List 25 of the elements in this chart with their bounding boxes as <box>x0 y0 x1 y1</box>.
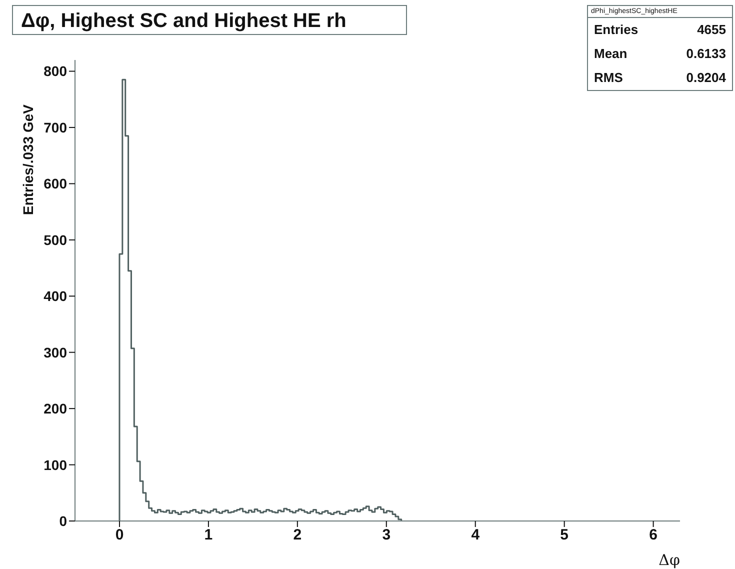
x-tick-label: 1 <box>204 526 213 544</box>
y-tick-label: 300 <box>44 344 68 360</box>
y-tick-label: 700 <box>44 119 68 136</box>
y-axis-title: Entries/.033 GeV <box>20 104 36 215</box>
annotation: Mean <box>594 45 628 63</box>
x-tick-label: 2 <box>293 526 302 544</box>
y-tick-label: 200 <box>44 400 68 417</box>
y-tick-label: 500 <box>44 232 68 248</box>
x-axis-title: Δφ <box>658 551 680 569</box>
annotation: RMS <box>594 69 623 87</box>
text: 0.9204 <box>686 69 726 87</box>
text: 0.6133 <box>686 45 726 63</box>
y-tick-label: 600 <box>44 176 68 192</box>
x-tick-label: 5 <box>560 526 569 544</box>
y-tick-label: 0 <box>59 512 68 529</box>
chart-title: Δφ, Highest SC and Highest HE rh <box>12 5 407 35</box>
text: Entries <box>594 21 638 39</box>
x-tick-label: 3 <box>382 526 391 544</box>
text: 4655 <box>697 21 726 39</box>
x-tick-label: 6 <box>649 526 658 544</box>
y-tick-label: 100 <box>44 456 68 473</box>
x-tick-label: 0 <box>115 526 124 544</box>
y-tick-label: 400 <box>44 288 68 304</box>
y-tick-label: 800 <box>44 63 68 80</box>
x-tick-label: 4 <box>471 526 480 544</box>
